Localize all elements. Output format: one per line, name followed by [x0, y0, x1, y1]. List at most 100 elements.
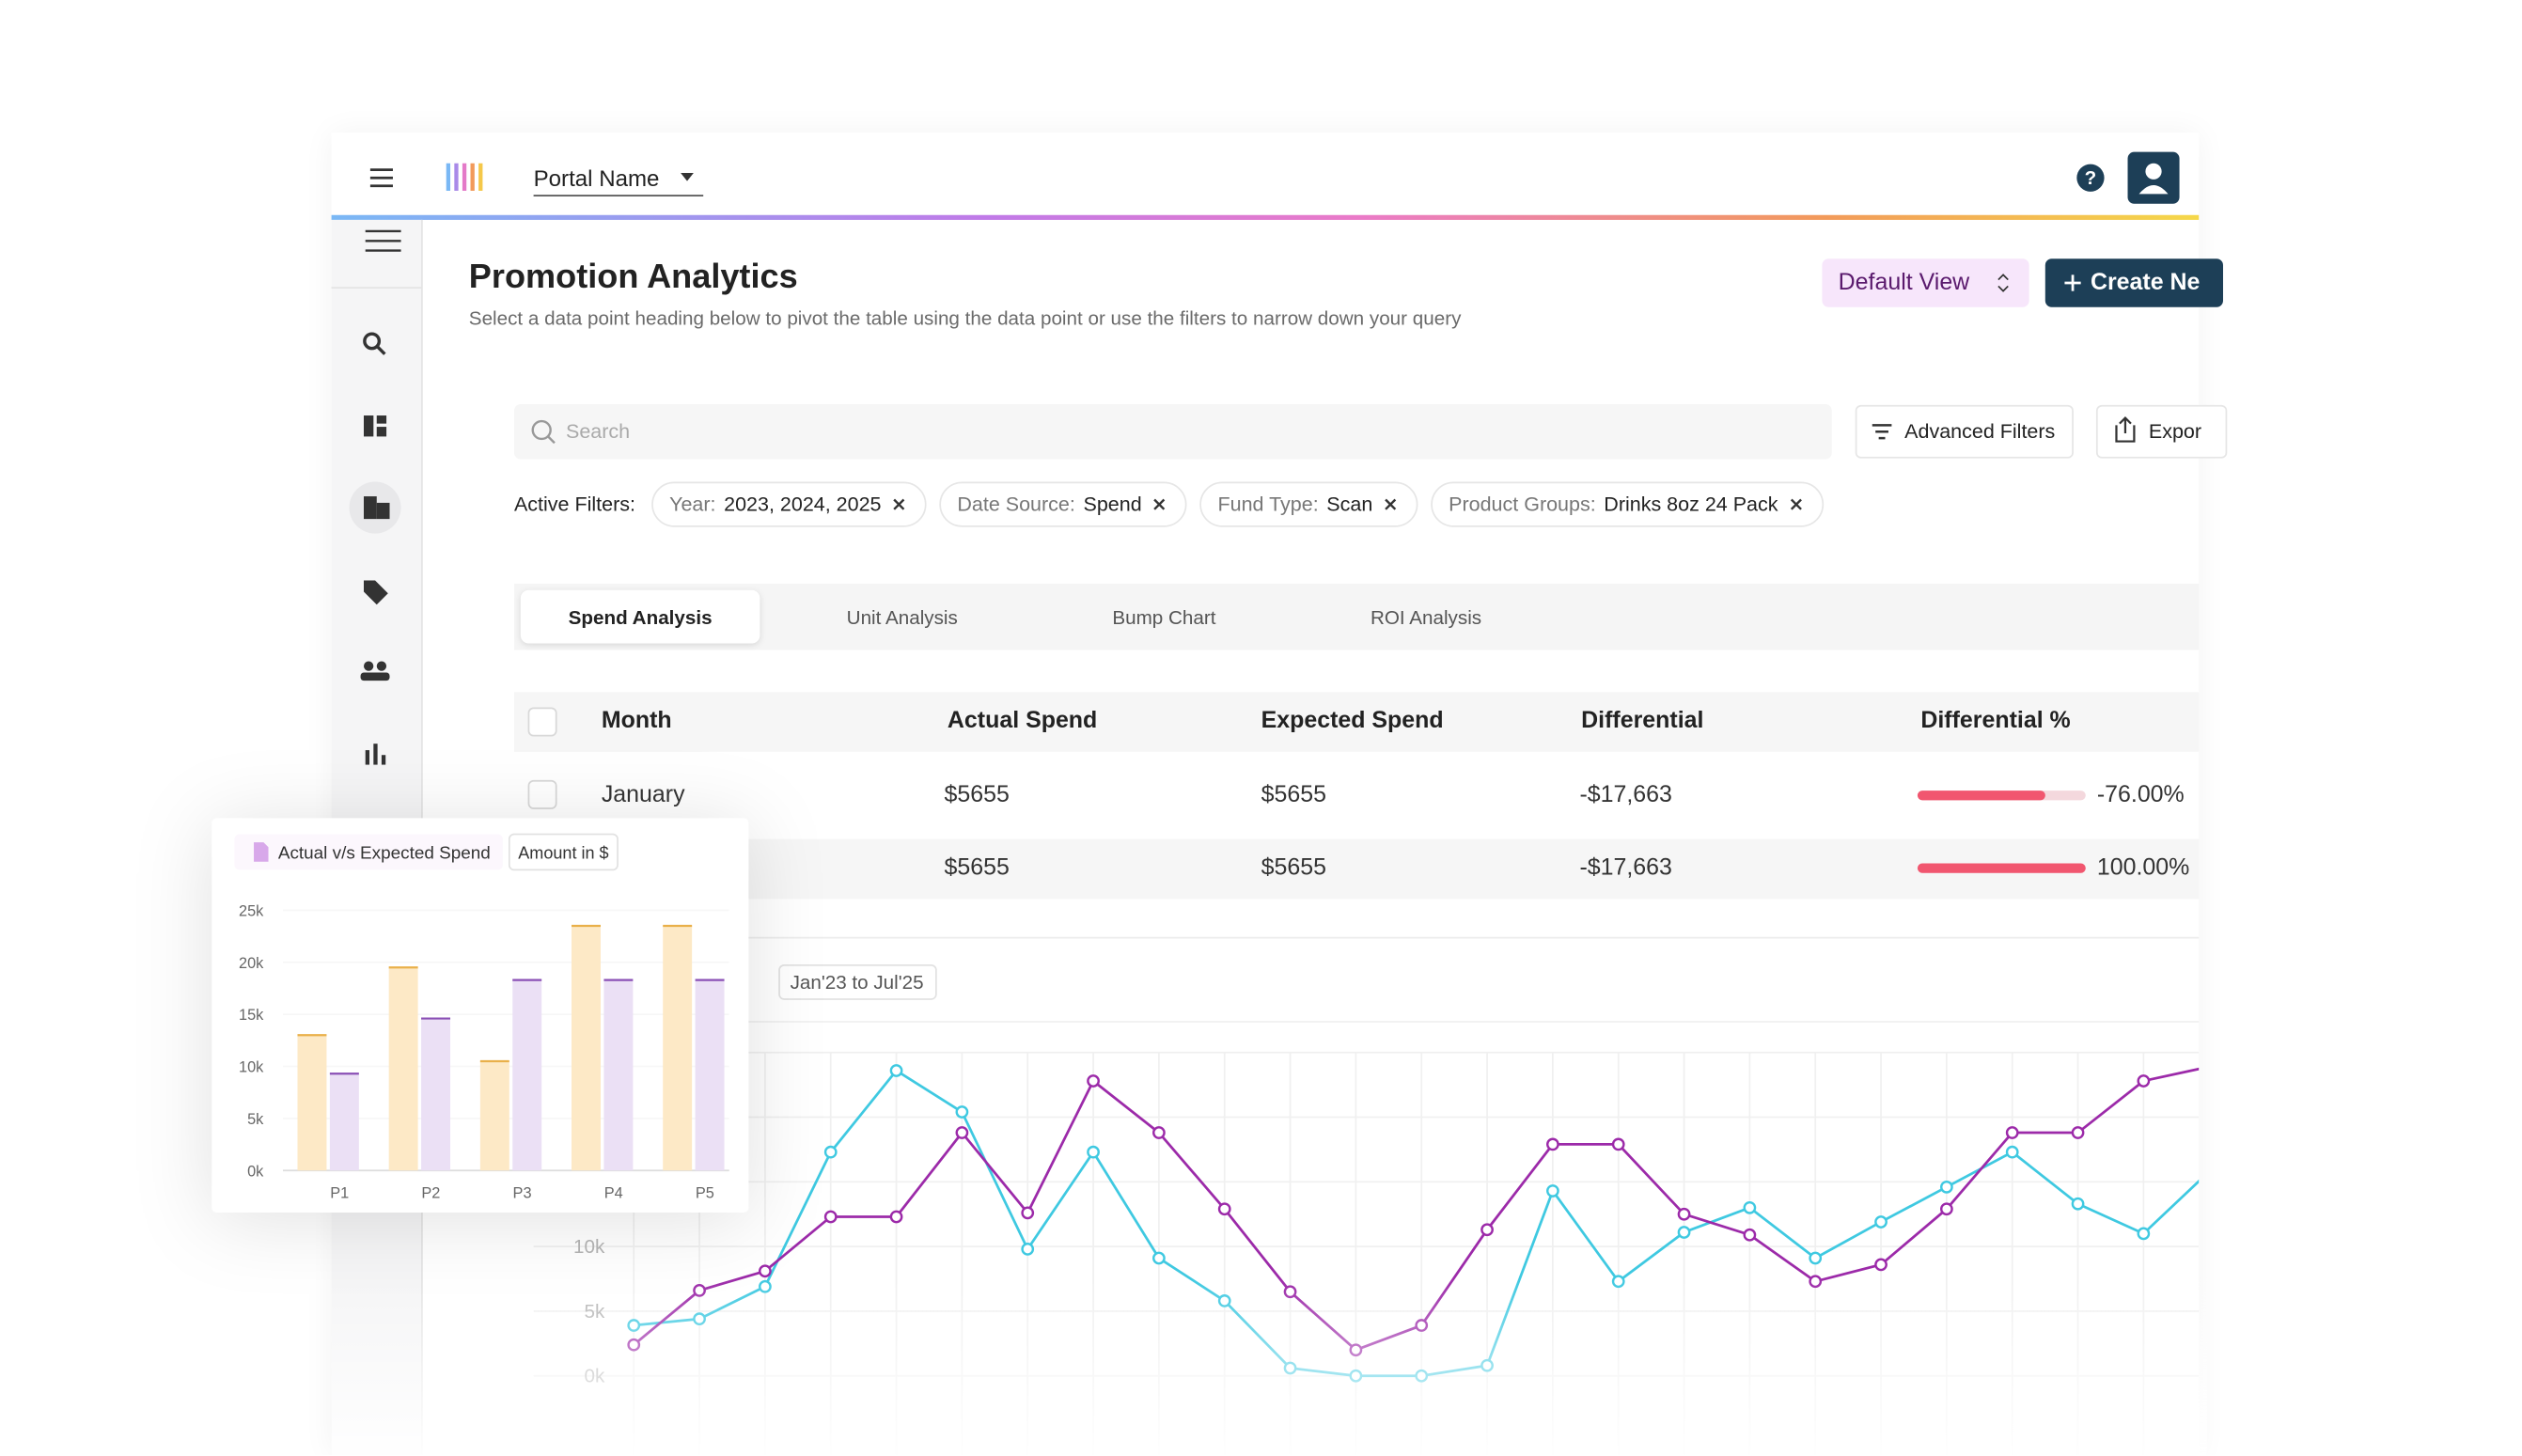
- filter-chip[interactable]: Product Groups: Drinks 8oz 24 Pack: [1431, 481, 1824, 527]
- point: [889, 1064, 903, 1077]
- date-range: Jan'23 to Jul'25: [791, 972, 924, 994]
- filter-icon: [1872, 424, 1892, 440]
- point: [1021, 1242, 1035, 1256]
- point: [823, 1210, 838, 1224]
- pct-bars: [1917, 791, 2086, 873]
- point: [955, 1105, 969, 1119]
- tab[interactable]: ROI Analysis: [1370, 606, 1482, 630]
- advanced-filters-button[interactable]: [1855, 404, 2074, 459]
- y-tick-label: 25k: [239, 902, 264, 919]
- cell: $5655: [1261, 782, 1326, 808]
- help-glyph: ?: [2085, 167, 2097, 189]
- filter-value: Scan: [1326, 493, 1373, 516]
- remove-filter[interactable]: [889, 494, 909, 514]
- y-tick-label: 5k: [247, 1111, 264, 1128]
- page-subtitle: Select a data point heading below to piv…: [468, 306, 1462, 330]
- menu-icon[interactable]: [369, 168, 393, 188]
- sidebar-menu[interactable]: [365, 229, 401, 252]
- filter-chip[interactable]: Fund Type: Scan: [1199, 481, 1418, 527]
- cell: -$17,663: [1579, 854, 1672, 882]
- point: [955, 1126, 969, 1139]
- default-view[interactable]: Default View: [1838, 270, 1970, 296]
- export-button[interactable]: [2095, 404, 2228, 459]
- point: [1809, 1251, 1823, 1265]
- remove-filter[interactable]: [1786, 494, 1806, 514]
- point: [1152, 1126, 1166, 1139]
- checkbox[interactable]: [527, 707, 557, 737]
- default-view-button[interactable]: [1822, 258, 2029, 307]
- point: [1874, 1215, 1888, 1229]
- filter-key: Date Source:: [957, 493, 1075, 516]
- point: [889, 1210, 903, 1224]
- point: [1217, 1202, 1231, 1216]
- bar: [479, 1060, 509, 1171]
- portal-name[interactable]: Portal Name: [533, 164, 660, 191]
- column-header[interactable]: Month: [601, 708, 672, 734]
- remove-filter[interactable]: [1150, 494, 1169, 514]
- dashboard-nav[interactable]: [364, 415, 387, 437]
- checkbox[interactable]: [527, 779, 557, 809]
- filter-value: Drinks 8oz 24 Pack: [1604, 493, 1778, 516]
- point: [1021, 1206, 1035, 1220]
- logo: [446, 163, 483, 191]
- search-icon: [531, 419, 556, 445]
- page-title: Promotion Analytics: [468, 258, 798, 296]
- search-placeholder[interactable]: Search: [566, 420, 631, 444]
- filter-key: Product Groups:: [1449, 493, 1596, 516]
- bar: [329, 1073, 359, 1171]
- x-tick-label: P5: [696, 1185, 714, 1202]
- point: [1677, 1207, 1691, 1221]
- bar-card: Actual v/s Expected Spend Amount in $ 0k…: [211, 818, 749, 1213]
- chart-nav[interactable]: [365, 744, 386, 765]
- pct-label: -76.00%: [2096, 782, 2185, 808]
- pct-bar: [1917, 863, 2086, 873]
- avatar-head: [2145, 163, 2162, 180]
- active-filters: Active Filters: Year: 2023, 2024, 2025 Dat…: [514, 481, 1824, 527]
- tab[interactable]: Unit Analysis: [846, 606, 958, 630]
- filter-chip[interactable]: Date Source: Spend: [939, 481, 1187, 527]
- point: [1546, 1137, 1559, 1151]
- tag-nav[interactable]: [364, 580, 388, 605]
- active-tab[interactable]: [520, 589, 760, 644]
- tab[interactable]: Bump Chart: [1112, 606, 1216, 630]
- x-glyph: [1153, 498, 1166, 510]
- tab[interactable]: Spend Analysis: [568, 606, 713, 630]
- doc-icon: [254, 842, 269, 862]
- export[interactable]: Expor: [2148, 420, 2202, 444]
- column-header[interactable]: Actual Spend: [947, 708, 1098, 734]
- column-header[interactable]: Differential: [1581, 708, 1704, 734]
- point: [823, 1145, 838, 1159]
- cell: January: [601, 782, 685, 808]
- advanced-filters[interactable]: Advanced Filters: [1904, 420, 2056, 444]
- column-header[interactable]: Expected Spend: [1261, 708, 1444, 734]
- point: [1611, 1137, 1625, 1151]
- create-label[interactable]: Create Ne: [2090, 270, 2201, 296]
- app-window: [331, 133, 2200, 1455]
- remove-filter[interactable]: [1381, 494, 1401, 514]
- x-glyph: [893, 498, 905, 510]
- filter-chip[interactable]: Year: 2023, 2024, 2025: [651, 481, 927, 527]
- rainbow-bar: [331, 214, 2200, 220]
- column-header[interactable]: Differential %: [1920, 708, 2071, 734]
- create-button[interactable]: [2044, 258, 2223, 307]
- search-nav[interactable]: [363, 332, 386, 355]
- help-icon[interactable]: [2076, 164, 2105, 192]
- point: [1677, 1226, 1691, 1239]
- badge: [508, 833, 619, 871]
- caret[interactable]: [681, 173, 694, 181]
- pct-bar: [1917, 791, 2045, 801]
- bar: [512, 979, 542, 1171]
- search-box[interactable]: [513, 404, 1832, 460]
- point: [1743, 1228, 1757, 1242]
- y-tick-label: 10k: [573, 1236, 605, 1258]
- people-nav[interactable]: [360, 661, 390, 681]
- bar: [421, 1018, 451, 1171]
- point: [1939, 1202, 1953, 1216]
- bar: [663, 925, 693, 1171]
- point: [2204, 1061, 2215, 1072]
- point: [2071, 1197, 2085, 1211]
- point: [2071, 1126, 2085, 1139]
